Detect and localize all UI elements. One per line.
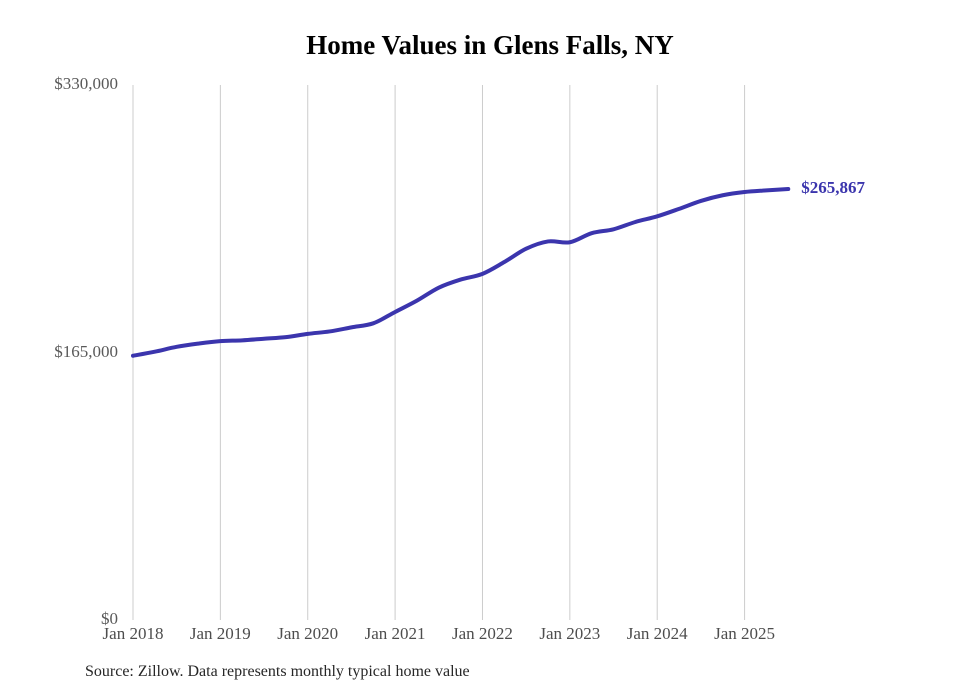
y-tick-label-0: $0: [101, 609, 118, 628]
series-line-home-values: [131, 186, 791, 358]
y-tick-label-330000: $330,000: [54, 74, 118, 93]
x-tick-label-jan-2021: Jan 2021: [364, 624, 426, 643]
x-tick-label-jan-2018: Jan 2018: [102, 624, 164, 643]
gridlines-group: [132, 85, 746, 620]
y-tick-label-165000: $165,000: [54, 341, 118, 361]
x-tick-label-jan-2020: Jan 2020: [277, 624, 339, 643]
source-note: Source: Zillow. Data represents monthly …: [85, 663, 470, 680]
x-tick-label-jan-2022: Jan 2022: [452, 624, 513, 643]
x-tick-label-jan-2024: Jan 2024: [626, 624, 688, 643]
x-tick-label-jan-2025: Jan 2025: [714, 624, 776, 643]
x-tick-label-jan-2023: Jan 2023: [539, 624, 601, 643]
end-point-value-label: $265,867: [801, 177, 865, 197]
chart-title: Home Values in Glens Falls, NY: [306, 30, 674, 60]
x-tick-label-jan-2019: Jan 2019: [189, 624, 251, 643]
